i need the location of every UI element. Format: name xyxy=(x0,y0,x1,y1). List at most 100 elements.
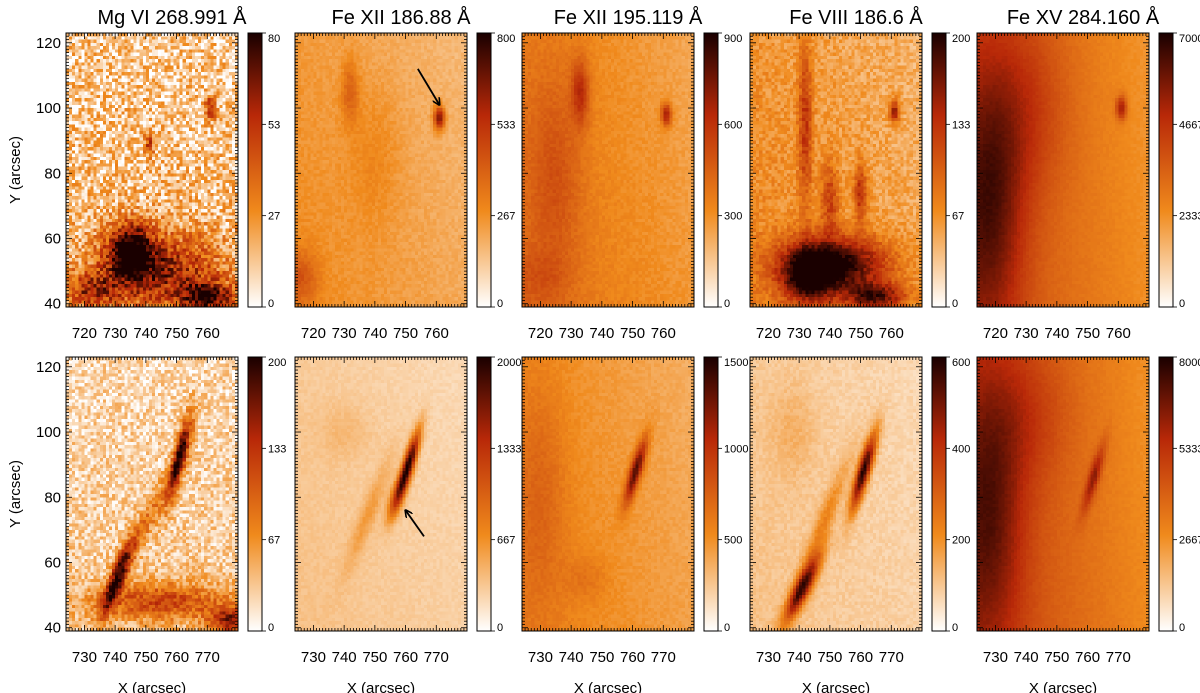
x-tick-label: 750 xyxy=(848,325,873,342)
colorbar xyxy=(476,356,492,632)
colorbar-tick-label: 133 xyxy=(952,119,970,131)
heatmap-image xyxy=(295,357,467,631)
heatmap-image xyxy=(977,357,1149,631)
colorbar xyxy=(1158,356,1174,632)
colorbar xyxy=(931,32,947,308)
colorbar-tick-label: 67 xyxy=(952,211,964,223)
colorbar xyxy=(476,32,492,308)
panel-2-5: 730 740 750 760 770 X (arcsec) 0 2667 5333 8000 xyxy=(976,356,1200,693)
x-tick-label: 760 xyxy=(164,649,189,666)
colorbar-tick-label: 53 xyxy=(268,119,280,131)
x-tick-label: 760 xyxy=(393,649,418,666)
x-tick-label: 730 xyxy=(1014,325,1039,342)
x-tick-label: 770 xyxy=(1106,649,1131,666)
x-tick-label: 770 xyxy=(424,649,449,666)
x-tick-label: 770 xyxy=(195,649,220,666)
x-tick-label: 730 xyxy=(332,325,357,342)
x-tick-label: 760 xyxy=(848,649,873,666)
colorbar-tick-label: 2333 xyxy=(1179,211,1200,223)
panel-1-1: 720 730 740 750 760 Mg VI 268.991 Å 0 27 53 80 xyxy=(65,6,280,342)
x-tick-label: 760 xyxy=(651,325,676,342)
heatmap-image xyxy=(66,33,238,307)
heatmap-image xyxy=(522,33,694,307)
y-tick-label: 60 xyxy=(44,231,61,248)
x-tick-label: 750 xyxy=(620,325,645,342)
x-tick-label: 740 xyxy=(589,325,614,342)
x-tick-label: 740 xyxy=(332,649,357,666)
x-tick-label: 730 xyxy=(756,649,781,666)
x-tick-label: 740 xyxy=(817,325,842,342)
x-tick-label: 720 xyxy=(528,325,553,342)
panel-1-3: 720 730 740 750 760 Fe XII 195.119 Å 0 300 600 90… xyxy=(521,6,742,342)
colorbar-tick-label: 1500 xyxy=(724,357,748,369)
y-tick-label: 80 xyxy=(44,165,61,182)
heatmap-image xyxy=(66,357,238,631)
colorbar-tick-label: 2667 xyxy=(1179,535,1200,547)
x-tick-label: 760 xyxy=(195,325,220,342)
colorbar-tick-label: 667 xyxy=(497,535,515,547)
colorbar-tick-label: 80 xyxy=(268,33,280,45)
x-axis-label: X (arcsec) xyxy=(802,680,870,693)
colorbar-tick-label: 0 xyxy=(724,298,730,310)
colorbar xyxy=(247,32,263,308)
x-tick-label: 720 xyxy=(72,325,97,342)
colorbar-tick-label: 7000 xyxy=(1179,33,1200,45)
colorbar xyxy=(703,32,719,308)
x-tick-label: 740 xyxy=(133,325,158,342)
x-axis-label: X (arcsec) xyxy=(574,680,642,693)
x-tick-label: 740 xyxy=(103,649,128,666)
x-tick-label: 730 xyxy=(301,649,326,666)
x-tick-label: 770 xyxy=(879,649,904,666)
colorbar-tick-label: 600 xyxy=(724,119,742,131)
colorbar-tick-label: 300 xyxy=(724,211,742,223)
colorbar-tick-label: 27 xyxy=(268,211,280,223)
x-tick-label: 720 xyxy=(983,325,1008,342)
heatmap-image xyxy=(522,357,694,631)
x-tick-label: 750 xyxy=(1044,649,1069,666)
annotation-arrow xyxy=(417,68,440,105)
panel-2-2: 730 740 750 760 770 X (arcsec) 0 667 1333 2000 xyxy=(294,356,521,693)
x-tick-label: 740 xyxy=(787,649,812,666)
colorbar-tick-label: 1000 xyxy=(724,443,748,455)
colorbar-tick-label: 900 xyxy=(724,33,742,45)
panel-title: Fe XII 186.88 Å xyxy=(332,6,472,29)
heatmap-image xyxy=(977,33,1149,307)
panel-2-3: 730 740 750 760 770 X (arcsec) 0 500 1000 1500 xyxy=(521,356,748,693)
y-axis-label: Y (arcsec) xyxy=(7,460,24,528)
y-tick-label: 40 xyxy=(44,620,61,637)
colorbar-tick-label: 0 xyxy=(724,622,730,634)
x-tick-label: 730 xyxy=(528,649,553,666)
colorbar xyxy=(1158,32,1174,308)
panel-1-4: 720 730 740 750 760 Fe VIII 186.6 Å 0 67 133 200 xyxy=(749,6,970,342)
x-tick-label: 730 xyxy=(559,325,584,342)
heatmap-image xyxy=(750,357,922,631)
y-tick-label: 60 xyxy=(44,555,61,572)
colorbar xyxy=(931,356,947,632)
colorbar-tick-label: 500 xyxy=(724,535,742,547)
colorbar-tick-label: 0 xyxy=(1179,622,1185,634)
x-tick-label: 770 xyxy=(651,649,676,666)
colorbar-tick-label: 600 xyxy=(952,357,970,369)
colorbar-tick-label: 0 xyxy=(952,298,958,310)
colorbar-tick-label: 0 xyxy=(497,298,503,310)
x-axis-label: X (arcsec) xyxy=(118,680,186,693)
x-tick-label: 750 xyxy=(133,649,158,666)
colorbar-tick-label: 133 xyxy=(268,443,286,455)
x-tick-label: 730 xyxy=(72,649,97,666)
colorbar-tick-label: 533 xyxy=(497,119,515,131)
x-tick-label: 730 xyxy=(983,649,1008,666)
y-tick-label: 120 xyxy=(36,35,61,52)
panel-title: Fe VIII 186.6 Å xyxy=(789,6,923,29)
colorbar-tick-label: 800 xyxy=(497,33,515,45)
annotation-arrow xyxy=(406,510,425,537)
x-tick-label: 750 xyxy=(589,649,614,666)
x-tick-label: 740 xyxy=(1044,325,1069,342)
y-axis-label: Y (arcsec) xyxy=(7,136,24,204)
colorbar xyxy=(703,356,719,632)
x-tick-label: 750 xyxy=(164,325,189,342)
x-tick-label: 750 xyxy=(393,325,418,342)
heatmap-image xyxy=(750,33,922,307)
colorbar-tick-label: 5333 xyxy=(1179,443,1200,455)
